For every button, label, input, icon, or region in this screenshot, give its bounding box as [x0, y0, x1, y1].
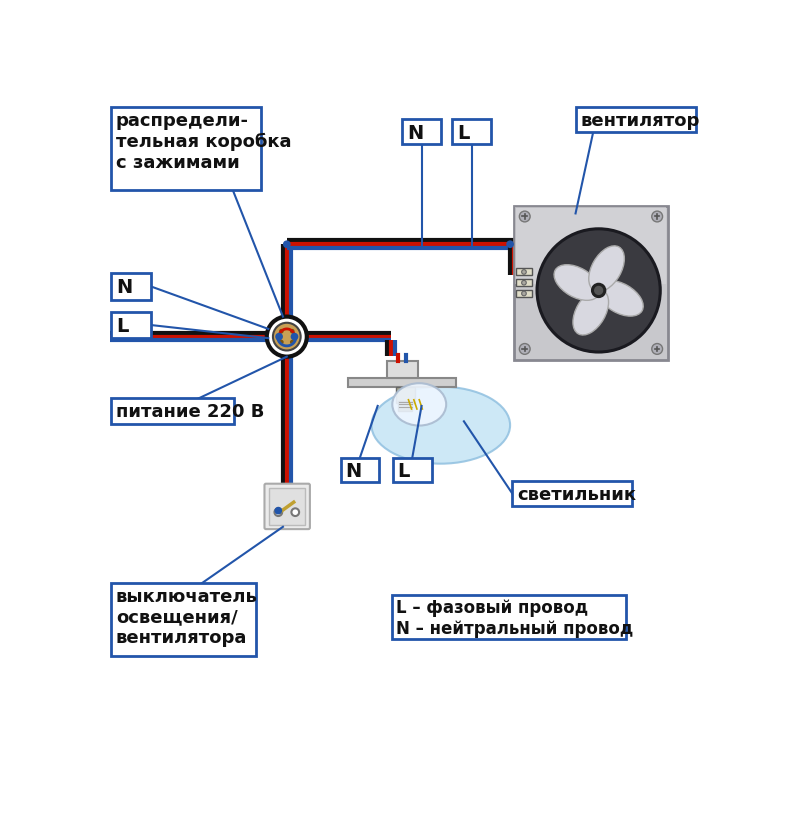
Text: L: L — [398, 462, 410, 481]
Text: вентилятор: вентилятор — [581, 112, 700, 130]
Circle shape — [535, 228, 662, 353]
FancyBboxPatch shape — [391, 595, 626, 639]
Circle shape — [522, 281, 526, 285]
FancyBboxPatch shape — [516, 279, 532, 286]
Text: L: L — [116, 317, 128, 335]
Text: N: N — [346, 462, 362, 481]
FancyBboxPatch shape — [265, 484, 310, 529]
FancyBboxPatch shape — [111, 398, 234, 424]
FancyBboxPatch shape — [387, 361, 418, 378]
Circle shape — [522, 291, 526, 296]
FancyBboxPatch shape — [111, 312, 151, 338]
Circle shape — [274, 507, 282, 515]
Ellipse shape — [371, 387, 510, 463]
Circle shape — [290, 339, 294, 344]
Circle shape — [652, 344, 662, 354]
Text: N: N — [116, 278, 132, 297]
FancyBboxPatch shape — [515, 207, 666, 284]
FancyBboxPatch shape — [516, 268, 532, 275]
FancyBboxPatch shape — [398, 401, 412, 410]
Circle shape — [538, 230, 658, 351]
Ellipse shape — [554, 264, 600, 300]
FancyBboxPatch shape — [341, 458, 379, 482]
Circle shape — [591, 282, 606, 298]
FancyBboxPatch shape — [111, 583, 256, 656]
Ellipse shape — [589, 246, 624, 291]
Circle shape — [275, 333, 283, 340]
Circle shape — [290, 333, 298, 340]
FancyBboxPatch shape — [576, 107, 696, 132]
FancyBboxPatch shape — [452, 119, 491, 144]
Circle shape — [283, 241, 290, 248]
Circle shape — [519, 211, 530, 222]
Circle shape — [594, 286, 603, 295]
Circle shape — [519, 344, 530, 354]
Circle shape — [273, 323, 301, 351]
FancyBboxPatch shape — [516, 290, 532, 296]
Circle shape — [652, 211, 662, 222]
FancyBboxPatch shape — [349, 378, 456, 388]
Text: светильник: светильник — [517, 486, 636, 504]
Text: L – фазовый провод
N – нейтральный провод: L – фазовый провод N – нейтральный прово… — [396, 599, 634, 638]
FancyBboxPatch shape — [111, 107, 262, 190]
Circle shape — [506, 241, 514, 248]
Text: распредели-
тельная коробка
с зажимами: распредели- тельная коробка с зажимами — [116, 112, 291, 171]
FancyBboxPatch shape — [402, 119, 441, 144]
FancyBboxPatch shape — [269, 488, 306, 525]
Text: L: L — [457, 124, 470, 143]
FancyBboxPatch shape — [514, 206, 668, 360]
Text: N: N — [407, 124, 423, 143]
FancyBboxPatch shape — [513, 481, 632, 506]
FancyBboxPatch shape — [393, 458, 431, 482]
Circle shape — [274, 508, 282, 516]
Circle shape — [279, 329, 284, 334]
Circle shape — [291, 508, 299, 516]
Circle shape — [266, 317, 307, 357]
Circle shape — [522, 269, 526, 274]
Circle shape — [279, 339, 284, 344]
FancyBboxPatch shape — [396, 388, 415, 403]
Text: выключатель
освещения/
вентилятора: выключатель освещения/ вентилятора — [116, 588, 258, 647]
Circle shape — [290, 329, 294, 334]
Ellipse shape — [573, 289, 609, 335]
Ellipse shape — [598, 281, 643, 316]
Ellipse shape — [392, 384, 446, 426]
FancyBboxPatch shape — [111, 273, 151, 299]
Text: питание 220 В: питание 220 В — [116, 403, 264, 421]
